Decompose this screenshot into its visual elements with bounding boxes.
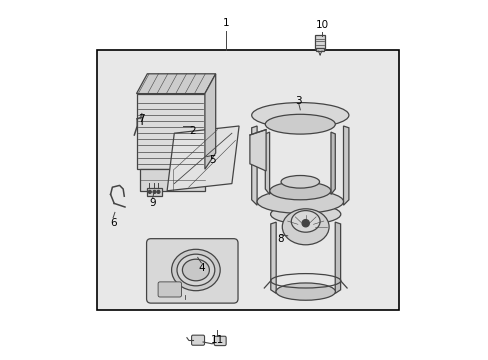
Polygon shape [167, 126, 239, 191]
Ellipse shape [182, 259, 209, 281]
Text: 7: 7 [138, 114, 145, 124]
Text: 10: 10 [315, 20, 328, 30]
Text: 8: 8 [277, 234, 283, 244]
Circle shape [157, 190, 160, 193]
Text: 4: 4 [198, 263, 204, 273]
Ellipse shape [251, 103, 348, 128]
Text: 9: 9 [149, 198, 156, 208]
Polygon shape [140, 169, 204, 191]
Ellipse shape [177, 254, 214, 286]
Text: 11: 11 [210, 335, 224, 345]
Ellipse shape [270, 204, 340, 224]
Bar [314, 35, 325, 49]
Ellipse shape [257, 190, 343, 213]
Ellipse shape [282, 209, 328, 245]
Text: 3: 3 [295, 96, 301, 106]
Text: 6: 6 [110, 218, 116, 228]
Text: 5: 5 [208, 155, 215, 165]
Polygon shape [249, 130, 265, 171]
Circle shape [148, 190, 151, 193]
FancyBboxPatch shape [214, 336, 225, 346]
Text: 2: 2 [188, 126, 195, 136]
Polygon shape [136, 94, 204, 169]
Ellipse shape [281, 175, 319, 188]
Polygon shape [251, 126, 257, 205]
Ellipse shape [291, 211, 320, 232]
Polygon shape [265, 132, 269, 194]
Bar [316, 48, 323, 51]
Circle shape [302, 220, 309, 227]
Bar [97, 50, 399, 310]
Bar [146, 188, 162, 196]
Polygon shape [335, 222, 340, 293]
Ellipse shape [275, 283, 335, 300]
Polygon shape [343, 126, 348, 205]
Ellipse shape [265, 114, 335, 134]
Polygon shape [330, 132, 335, 194]
Ellipse shape [171, 249, 220, 291]
Circle shape [153, 190, 156, 193]
Polygon shape [136, 74, 215, 94]
FancyBboxPatch shape [146, 239, 238, 303]
Text: 1: 1 [223, 18, 229, 28]
Polygon shape [204, 74, 215, 169]
Polygon shape [270, 222, 276, 293]
FancyBboxPatch shape [191, 335, 204, 345]
FancyBboxPatch shape [158, 282, 181, 297]
Ellipse shape [269, 182, 330, 200]
